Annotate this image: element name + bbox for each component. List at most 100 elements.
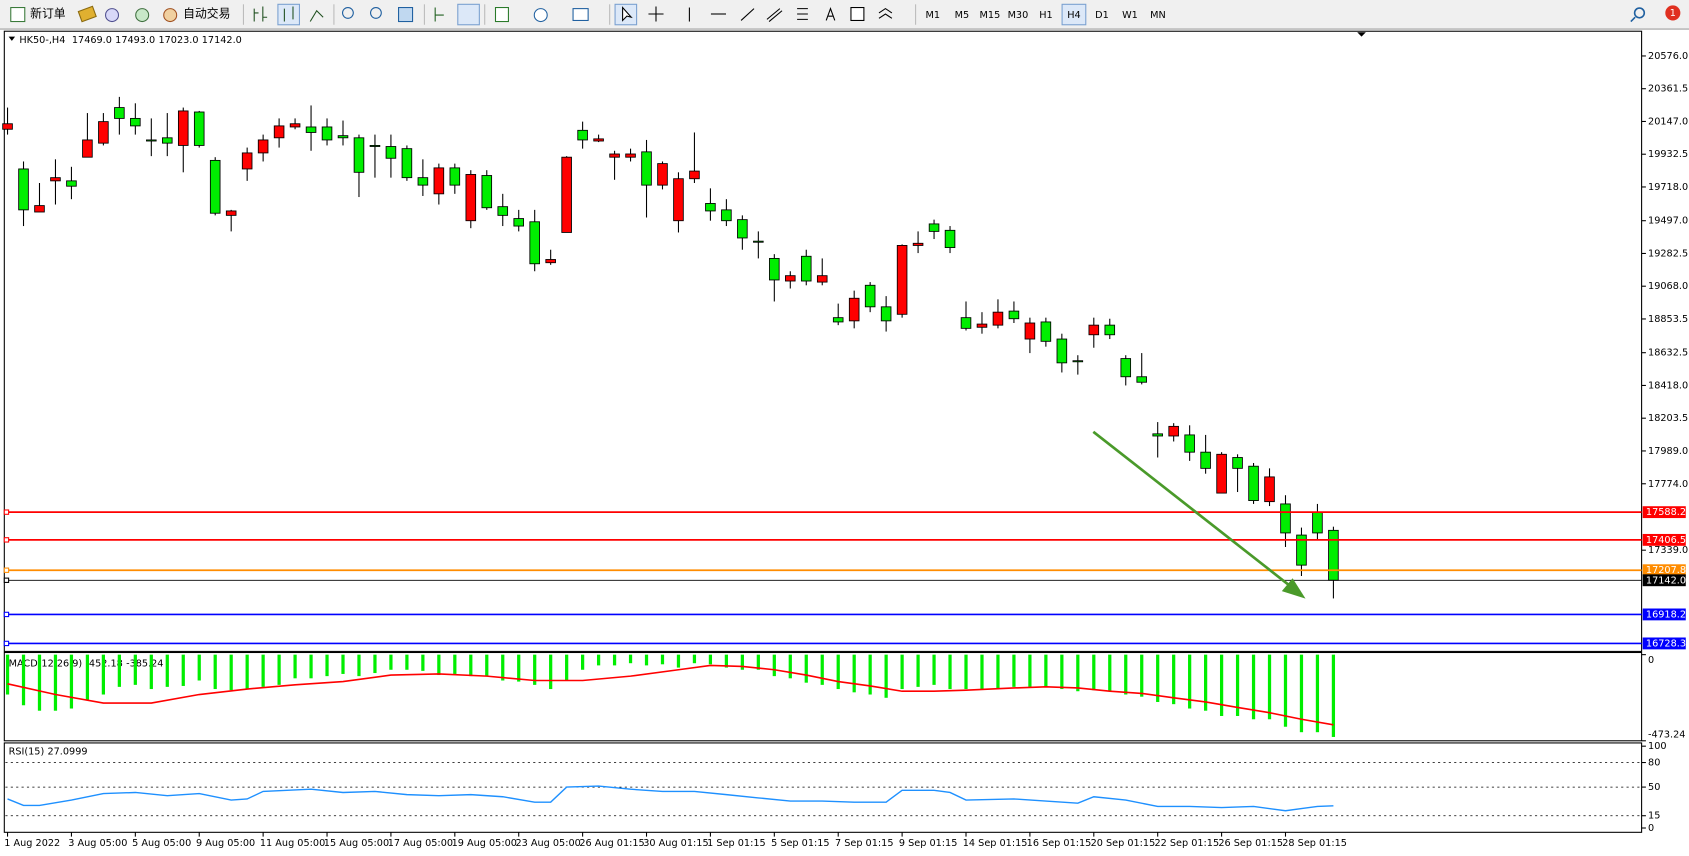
- macd-bar: [692, 654, 697, 664]
- macd-bar: [517, 654, 521, 682]
- candle-body: [2, 123, 13, 130]
- y-tick-label: 100: [1648, 741, 1667, 752]
- timeframe-button[interactable]: M30: [1008, 10, 1029, 21]
- macd-bar: [565, 654, 569, 681]
- autoscroll-button[interactable]: [434, 7, 444, 22]
- toolbar-icon[interactable]: [135, 8, 150, 23]
- fibo-button[interactable]: [797, 8, 808, 20]
- timeframe-button[interactable]: MN: [1150, 10, 1166, 21]
- level-tag-label: 17142.0: [1646, 575, 1686, 586]
- timeframe-button[interactable]: M1: [926, 10, 941, 21]
- macd-bar: [1076, 654, 1080, 692]
- candle-body: [641, 151, 652, 186]
- periods-button[interactable]: [533, 8, 548, 23]
- timeframe-button[interactable]: H1: [1039, 10, 1052, 21]
- candle-body: [321, 126, 333, 141]
- y-tick-label: 15: [1648, 811, 1660, 822]
- header-marker: [8, 36, 16, 41]
- candle-body: [657, 163, 668, 186]
- macd-bar: [21, 654, 26, 706]
- search-button[interactable]: [1633, 7, 1646, 19]
- candle-body: [864, 284, 876, 308]
- auto-trading-button[interactable]: 自动交易: [183, 6, 230, 20]
- x-tick-label: 22 Sep 01:15: [1154, 838, 1219, 849]
- toolbar-icon[interactable]: [105, 8, 120, 23]
- templates-button[interactable]: [572, 8, 589, 21]
- level-tag: [1642, 506, 1686, 519]
- toolbar-icon[interactable]: [77, 5, 97, 23]
- rsi-header: RSI(15) 27.0999: [9, 747, 88, 758]
- notification-badge[interactable]: [1665, 5, 1681, 21]
- candle-body: [1232, 457, 1243, 469]
- candle-icon[interactable]: [283, 6, 294, 22]
- channel-button[interactable]: [766, 8, 783, 22]
- candle-body: [193, 111, 205, 146]
- timeframe-button[interactable]: M5: [955, 10, 970, 21]
- candle-body: [1168, 425, 1179, 437]
- macd-bar: [900, 654, 904, 690]
- indicators-button[interactable]: [494, 6, 509, 23]
- macd-bar: [181, 654, 185, 686]
- macd-bar: [836, 654, 840, 690]
- timeframe-button[interactable]: M15: [980, 10, 1001, 21]
- trendline-button[interactable]: [740, 8, 755, 21]
- candle-body: [289, 123, 301, 128]
- candle-body: [18, 168, 29, 211]
- bar-chart-button[interactable]: [253, 6, 268, 22]
- x-tick-label: 1 Aug 2022: [4, 838, 60, 849]
- zoom-in-button[interactable]: [342, 6, 354, 19]
- tile-button[interactable]: [398, 6, 414, 23]
- candle-body: [34, 205, 45, 213]
- candle-body: [785, 275, 796, 282]
- candle-body: [465, 174, 477, 222]
- line-chart-button[interactable]: [309, 9, 324, 22]
- candle-body: [944, 229, 956, 249]
- shift-marker: [1357, 32, 1366, 37]
- candle-body: [1184, 434, 1195, 453]
- y-tick-label: 19282.5: [1648, 248, 1688, 259]
- y-tick-label: 19932.5: [1648, 149, 1688, 160]
- macd-bar: [213, 654, 217, 690]
- macd-bar: [612, 654, 617, 666]
- candle-body: [1072, 360, 1084, 363]
- search-button: [1630, 16, 1636, 23]
- candle-body: [209, 159, 221, 214]
- x-tick-label: 26 Aug 01:15: [579, 838, 644, 849]
- candle-body: [689, 170, 700, 180]
- level-tag-label: 16728.3: [1646, 638, 1686, 649]
- y-tick-label: 0: [1648, 823, 1654, 834]
- auto-trading-icon[interactable]: [163, 8, 178, 23]
- macd-bar: [1204, 654, 1208, 711]
- candle-body: [912, 242, 924, 246]
- text-button[interactable]: [825, 7, 836, 21]
- new-order-button[interactable]: 新订单: [30, 6, 66, 20]
- candle-body: [273, 125, 285, 139]
- candle-body: [130, 117, 141, 127]
- candle-body: [481, 175, 493, 209]
- zoom-out-button[interactable]: [370, 6, 382, 19]
- macd-bar: [756, 654, 760, 670]
- timeframe-button[interactable]: W1: [1122, 10, 1138, 21]
- level-tag: [1642, 608, 1686, 621]
- candle-body: [177, 110, 189, 146]
- candle-body: [737, 219, 748, 239]
- timeframe-button[interactable]: D1: [1095, 10, 1109, 21]
- new-order-icon[interactable]: [10, 6, 26, 23]
- timeframe-button[interactable]: H4: [1067, 10, 1080, 21]
- arrows-button[interactable]: [878, 7, 893, 19]
- macd-bar: [1267, 654, 1272, 720]
- y-tick-label: 50: [1648, 782, 1660, 793]
- label-button[interactable]: [850, 6, 865, 21]
- crosshair-button[interactable]: [648, 6, 664, 22]
- candle-button-active[interactable]: [277, 3, 300, 26]
- candle-body: [1008, 310, 1020, 320]
- shift-button-active[interactable]: [457, 3, 480, 26]
- y-tick-label: 18853.5: [1648, 314, 1688, 325]
- cursor-icon[interactable]: [622, 6, 633, 22]
- candle-body: [753, 240, 764, 243]
- y-tick-label: 20361.5: [1648, 84, 1688, 95]
- y-tick-label: 0: [1648, 655, 1654, 666]
- x-tick-label: 5 Aug 05:00: [132, 838, 191, 849]
- macd-bar: [533, 654, 537, 685]
